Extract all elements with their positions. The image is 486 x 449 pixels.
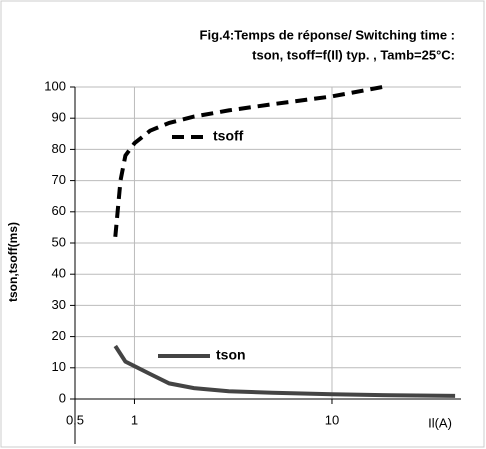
y-tick-label: 40	[52, 266, 66, 281]
y-tick-label: 90	[52, 110, 66, 125]
y-tick-label: 0	[59, 390, 66, 405]
legend-label: tsoff	[213, 128, 244, 144]
legend-label: tson	[216, 347, 246, 363]
y-tick-label: 100	[44, 78, 66, 93]
y-tick-label: 60	[52, 203, 66, 218]
y-tick-label: 10	[52, 359, 66, 374]
y-tick-label: 20	[52, 328, 66, 343]
x-tick-label: 1	[131, 412, 138, 427]
series-line	[113, 344, 456, 398]
chart-subtitle: tson, tsoff=f(Il) typ. , Tamb=25°C:	[252, 47, 455, 62]
y-axis-label: tson,tsoff(ms)	[6, 222, 20, 302]
y-tick-label: 80	[52, 141, 66, 156]
y-tick-label: 50	[52, 234, 66, 249]
x-axis-label: Il(A)	[428, 415, 452, 430]
x-tick-label: 10	[325, 412, 339, 427]
series-line	[113, 85, 383, 237]
y-tick-label: 70	[52, 172, 66, 187]
y-tick-label: 30	[52, 297, 66, 312]
chart-title: Fig.4:Temps de réponse/ Switching time :	[200, 27, 455, 42]
